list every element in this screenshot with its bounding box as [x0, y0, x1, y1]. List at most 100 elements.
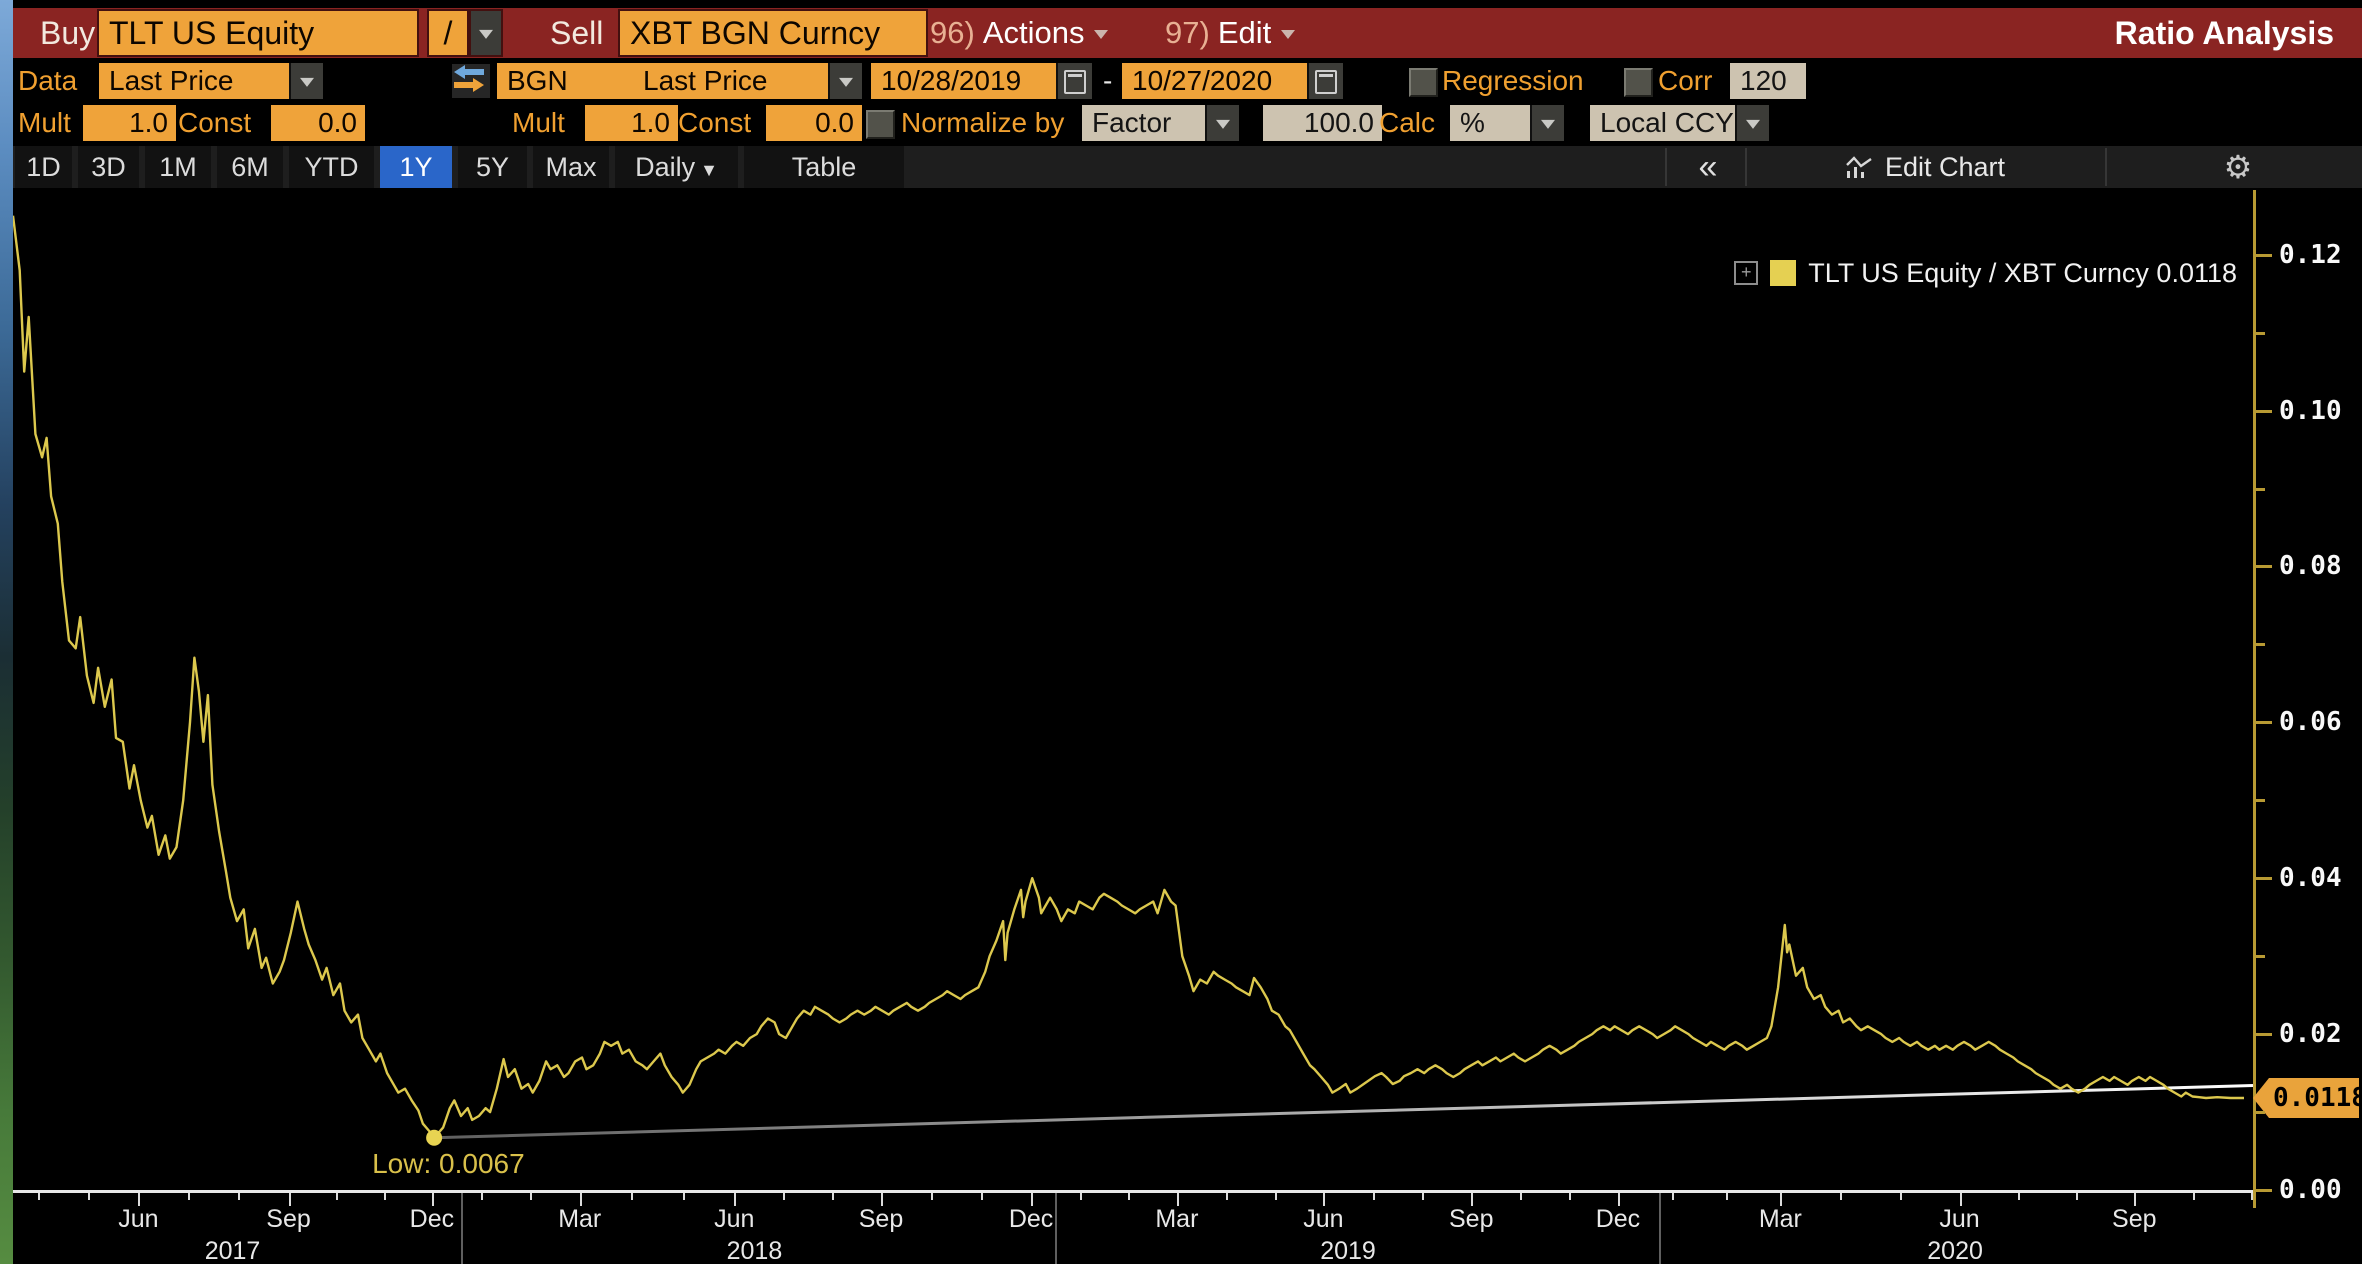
- normalize-by-select[interactable]: Factor: [1082, 105, 1215, 141]
- x-axis-minor-tick: [336, 1193, 339, 1200]
- chart-plot-area[interactable]: + TLT US Equity / XBT Curncy 0.0118 Low:…: [13, 190, 2253, 1190]
- gear-icon[interactable]: ⚙: [2223, 149, 2253, 185]
- sell-security-field[interactable]: XBT BGN Curncy: [620, 11, 926, 55]
- y-axis-tick: [2256, 253, 2272, 257]
- edit-menu-label: Edit: [1217, 15, 1272, 50]
- edit-menu[interactable]: 97) Edit: [1165, 8, 1296, 58]
- x-axis-minor-tick: [1899, 1193, 1902, 1200]
- y-axis: 0.0118 0.00 0.02 0.04 0.06 0.08 0.10 0.12: [2253, 190, 2362, 1225]
- y-axis-label: 0.04: [2279, 863, 2342, 894]
- ratio-series-line[interactable]: [13, 215, 2244, 1139]
- y-axis-minor-tick: [2256, 487, 2265, 491]
- y-axis-minor-tick: [2256, 1111, 2265, 1115]
- x-axis-minor-tick: [38, 1193, 41, 1200]
- x-axis-minor-tick: [1372, 1193, 1375, 1200]
- low-point-marker: [426, 1129, 443, 1146]
- tab-table[interactable]: Table: [744, 146, 904, 188]
- x-axis-minor-tick: [1225, 1193, 1228, 1200]
- x-axis-month-label: Dec: [409, 1205, 455, 1233]
- x-axis-month-label: Mar: [1155, 1205, 1199, 1233]
- corr-label: Corr: [1658, 65, 1713, 96]
- tab-5y[interactable]: 5Y: [458, 146, 527, 188]
- end-date-field[interactable]: 10/27/2020: [1122, 63, 1317, 99]
- const2-field[interactable]: 0.0: [766, 105, 862, 141]
- sell-price-type-select[interactable]: Last Price: [633, 63, 838, 99]
- legend-expander-icon[interactable]: +: [1734, 261, 1759, 285]
- calc-type-dropdown[interactable]: [1530, 105, 1564, 141]
- currency-dropdown[interactable]: [1735, 105, 1769, 141]
- data-options-row: Data Last Price BGN Last Price 10/28/201…: [13, 62, 2362, 100]
- mult1-field[interactable]: 1.0: [83, 105, 176, 141]
- sell-price-type-dropdown[interactable]: [828, 63, 862, 99]
- x-axis-minor-tick: [1274, 1193, 1277, 1200]
- x-axis-minor-tick: [1421, 1193, 1424, 1200]
- tab-1y[interactable]: 1Y: [380, 146, 452, 188]
- chart-legend[interactable]: + TLT US Equity / XBT Curncy 0.0118: [1734, 252, 2237, 294]
- collapse-panel-button[interactable]: «: [1698, 148, 1718, 186]
- low-annotation: Low: 0.0067: [372, 1147, 525, 1179]
- calc-type-select[interactable]: %: [1450, 105, 1540, 141]
- x-axis-tick: [1031, 1193, 1034, 1206]
- tab-ytd[interactable]: YTD: [289, 146, 374, 188]
- end-date-picker-button[interactable]: [1307, 63, 1343, 99]
- y-axis-tick: [2256, 409, 2272, 413]
- operator-dropdown-button[interactable]: [471, 11, 501, 55]
- regression-checkbox[interactable]: [1409, 68, 1438, 97]
- chevron-down-icon: [1746, 119, 1760, 129]
- y-axis-label: 0.02: [2279, 1019, 2342, 1050]
- actions-menu-label: Actions: [982, 15, 1085, 50]
- chevron-down-icon: [1541, 119, 1555, 129]
- year-separator-line: [1054, 1193, 1057, 1264]
- x-axis-year-label: 2018: [726, 1237, 783, 1264]
- x-axis-tick: [579, 1193, 582, 1206]
- x-axis-minor-tick: [88, 1193, 91, 1200]
- tab-6m[interactable]: 6M: [217, 146, 283, 188]
- x-axis-tick: [1176, 1193, 1179, 1206]
- normalize-checkbox[interactable]: [866, 110, 895, 139]
- y-axis-label: 0.00: [2279, 1175, 2342, 1205]
- tab-1m[interactable]: 1M: [145, 146, 211, 188]
- tab-1d[interactable]: 1D: [15, 146, 72, 188]
- pricing-source-field[interactable]: BGN: [497, 63, 635, 99]
- x-axis-minor-tick: [1128, 1193, 1131, 1200]
- buy-security-field[interactable]: TLT US Equity: [99, 11, 417, 55]
- x-axis-tick: [734, 1193, 737, 1206]
- edit-chart-button[interactable]: Edit Chart: [1755, 146, 2095, 188]
- last-price-badge: 0.0118: [2253, 1078, 2359, 1119]
- start-date-picker-button[interactable]: [1056, 63, 1092, 99]
- sell-label: Sell: [550, 15, 604, 51]
- operator-field[interactable]: /: [429, 11, 467, 55]
- x-axis-minor-tick: [1726, 1193, 1729, 1200]
- x-axis-year-label: 2020: [1927, 1237, 1983, 1264]
- actions-menu[interactable]: 96) Actions: [930, 8, 1109, 58]
- normalize-by-dropdown[interactable]: [1205, 105, 1239, 141]
- swap-securities-button[interactable]: [452, 64, 490, 98]
- trend-line[interactable]: [434, 1084, 2253, 1140]
- y-axis-tick: [2256, 877, 2272, 881]
- y-axis-line: [2253, 190, 2256, 1208]
- date-range-separator: -: [1103, 65, 1113, 96]
- calendar-icon: [1315, 70, 1337, 94]
- buy-price-type-dropdown[interactable]: [289, 63, 323, 99]
- buy-price-type-select[interactable]: Last Price: [99, 63, 299, 99]
- tab-3d[interactable]: 3D: [78, 146, 139, 188]
- currency-select[interactable]: Local CCY: [1590, 105, 1745, 141]
- const1-field[interactable]: 0.0: [271, 105, 365, 141]
- x-axis-minor-tick: [481, 1193, 484, 1200]
- x-axis-month-label: Jun: [118, 1205, 159, 1233]
- start-date-field[interactable]: 10/28/2019: [871, 63, 1066, 99]
- legend-last-value: 0.0118: [2156, 257, 2237, 288]
- tab-max[interactable]: Max: [533, 146, 609, 188]
- corr-checkbox[interactable]: [1624, 68, 1653, 97]
- chevron-down-icon: [1094, 30, 1109, 40]
- mult2-field[interactable]: 1.0: [585, 105, 678, 141]
- x-axis-tick: [2134, 1193, 2137, 1206]
- chevron-down-icon: ▼: [695, 160, 718, 180]
- normalize-factor-field[interactable]: 100.0: [1263, 105, 1382, 141]
- corr-period-field[interactable]: 120: [1730, 63, 1806, 99]
- x-axis-minor-tick: [631, 1193, 634, 1200]
- tab-daily[interactable]: Daily ▼: [615, 146, 738, 188]
- x-axis-minor-tick: [783, 1193, 786, 1200]
- y-axis-tick: [2256, 565, 2272, 569]
- chevron-down-icon: [839, 77, 853, 87]
